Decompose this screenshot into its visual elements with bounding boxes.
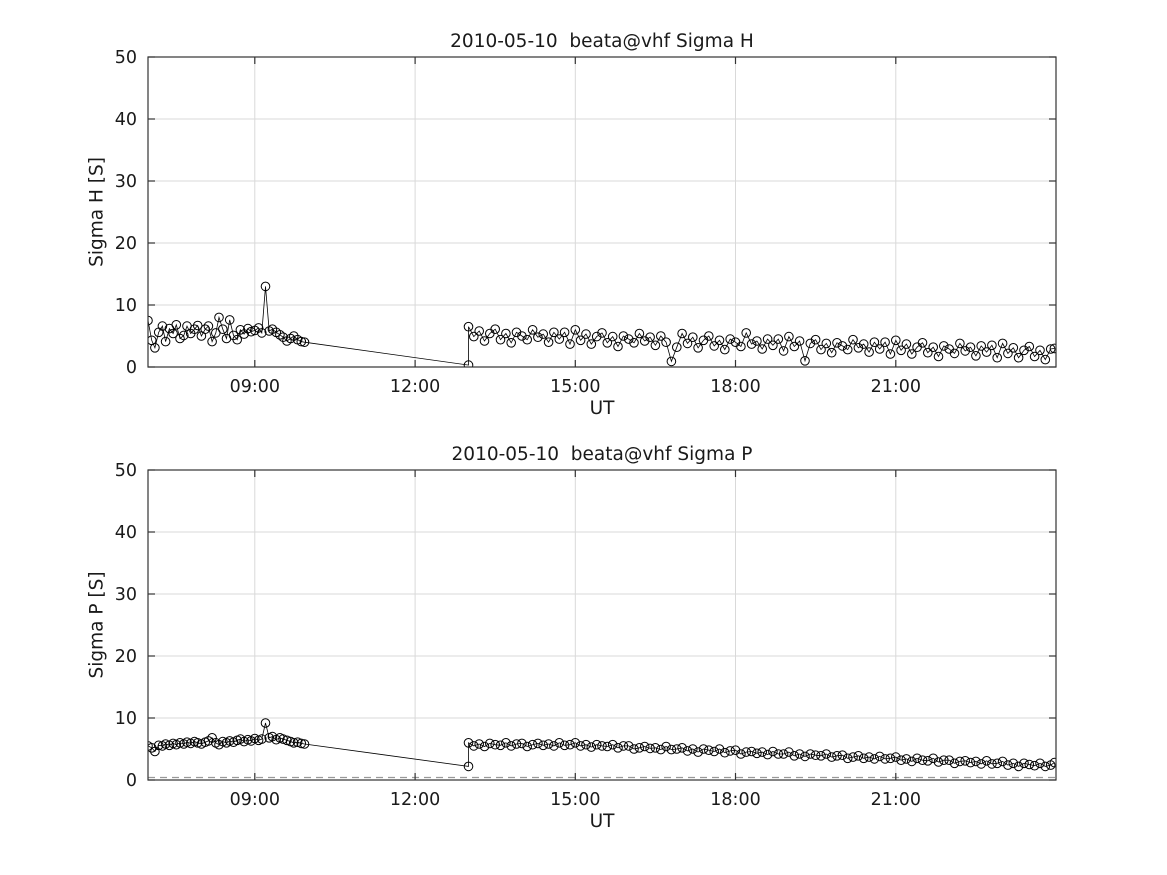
series-sigma-h — [148, 281, 1056, 367]
sigma-h-plot: 09:00 12:00 15:00 18:00 21:00 0 10 20 30 40 50 — [115, 48, 1057, 397]
x-tick-label: 12:00 — [390, 790, 440, 810]
x-tick-label: 12:00 — [390, 377, 440, 397]
chart-title-sigma-h: 2010-05-10 beata@vhf Sigma H — [450, 31, 754, 52]
grid-lines — [148, 57, 1056, 367]
x-tick-label: 15:00 — [550, 790, 600, 810]
axes-frame — [147, 56, 1057, 368]
x-tick-label: 21:00 — [871, 790, 921, 810]
y-tick-label: 40 — [115, 110, 137, 130]
x-axis-label-sigma-p: UT — [589, 811, 615, 832]
series-sigma-p — [148, 718, 1056, 772]
x-tick-label: 21:00 — [871, 377, 921, 397]
y-tick-label: 20 — [115, 647, 137, 667]
series-markers — [148, 718, 1056, 772]
y-tick-label: 10 — [115, 709, 137, 729]
tick-marks — [148, 56, 1056, 368]
axes-frame — [147, 469, 1057, 781]
y-tick-label: 50 — [115, 461, 137, 481]
x-axis-label-sigma-h: UT — [589, 398, 615, 419]
y-tick-label: 20 — [115, 234, 137, 254]
y-tick-label: 0 — [126, 358, 137, 378]
y-tick-label: 30 — [115, 172, 137, 192]
sigma-p-plot: 09:00 12:00 15:00 18:00 21:00 0 10 20 30 40 50 — [115, 461, 1057, 810]
y-tick-label: 30 — [115, 585, 137, 605]
x-tick-label: 09:00 — [230, 377, 280, 397]
x-tick-label: 18:00 — [710, 377, 760, 397]
y-axis-label-sigma-p: Sigma P [S] — [86, 571, 108, 679]
series-markers — [148, 281, 1056, 367]
tick-labels: 09:00 12:00 15:00 18:00 21:00 0 10 20 30 40 50 — [115, 48, 921, 397]
x-tick-label: 09:00 — [230, 790, 280, 810]
y-axis-label-sigma-h: Sigma H [S] — [86, 157, 108, 267]
grid-lines — [148, 470, 1056, 780]
chart-title-sigma-p: 2010-05-10 beata@vhf Sigma P — [451, 444, 753, 465]
tick-labels: 09:00 12:00 15:00 18:00 21:00 0 10 20 30 40 50 — [115, 461, 921, 810]
y-tick-label: 40 — [115, 523, 137, 543]
tick-marks — [148, 469, 1056, 781]
x-tick-label: 18:00 — [710, 790, 760, 810]
y-tick-label: 10 — [115, 296, 137, 316]
series-line — [148, 286, 1055, 366]
y-tick-label: 0 — [126, 771, 137, 791]
y-tick-label: 50 — [115, 48, 137, 68]
x-tick-label: 15:00 — [550, 377, 600, 397]
